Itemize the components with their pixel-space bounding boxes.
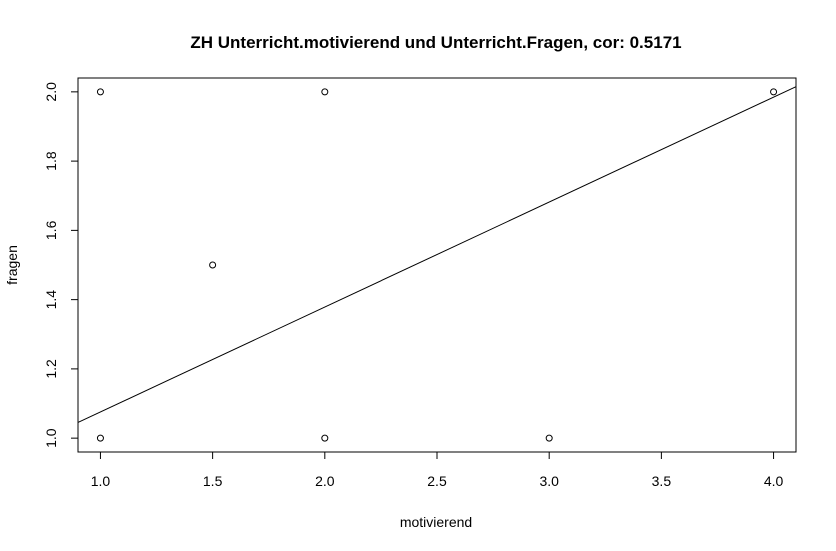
data-point [96,434,104,442]
y-axis-label: fragen [4,245,20,285]
plot-frame [77,77,797,453]
regression-line [77,86,797,423]
x-tick-label: 2.0 [315,473,335,489]
y-tick-label: 1.0 [43,428,59,448]
x-tick-label: 1.0 [91,473,111,489]
x-tick-label: 3.0 [539,473,559,489]
data-point [321,434,329,442]
x-tick-label: 1.5 [203,473,223,489]
chart-title: ZH Unterricht.motivierend und Unterricht… [190,33,681,52]
plot-area [77,86,797,442]
data-point [96,88,104,96]
y-tick-label: 1.4 [43,290,59,310]
y-tick-label: 1.8 [43,151,59,171]
x-tick-label: 4.0 [764,473,784,489]
data-point [770,88,778,96]
y-tick-label: 1.6 [43,220,59,240]
x-axis: 1.0 1.5 2.0 2.5 3.0 3.5 4.0 [91,451,784,489]
data-point [209,261,217,269]
y-tick-label: 2.0 [43,82,59,102]
data-point [545,434,553,442]
x-tick-label: 3.5 [652,473,672,489]
y-axis: 1.0 1.2 1.4 1.6 1.8 2.0 [43,82,79,448]
y-tick-label: 1.2 [43,359,59,379]
x-tick-label: 2.5 [427,473,447,489]
x-axis-label: motivierend [400,514,472,530]
data-point [321,88,329,96]
